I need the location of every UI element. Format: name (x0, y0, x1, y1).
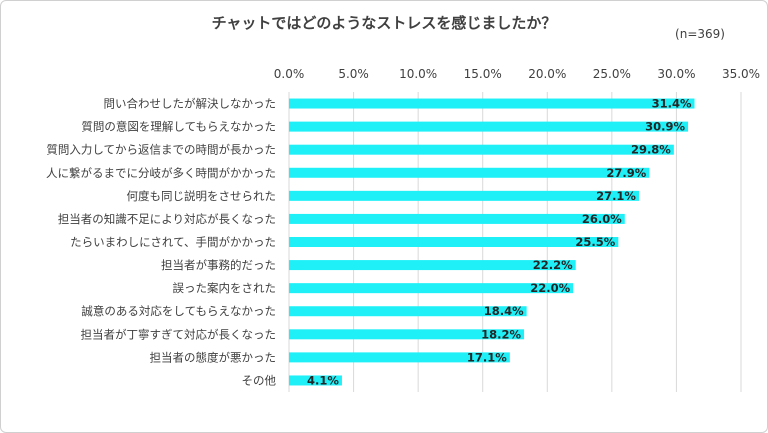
x-tick-label: 5.0% (338, 67, 369, 81)
x-tick-label: 15.0% (464, 67, 502, 81)
data-label: 22.0% (530, 281, 570, 295)
bar (289, 98, 695, 109)
bar (289, 237, 619, 247)
category-label: 人に繋がるまでに分岐が多く時間がかかった (46, 166, 276, 180)
chart-title: チャットではどのようなストレスを感じましたか？ (212, 14, 557, 32)
x-axis-ticks: 0.0% 5.0% 10.0% 15.0% 20.0% 25.0% 30.0% 35.0% (274, 67, 760, 81)
category-label: 誠意のある対応をしてもらえなかった (81, 304, 276, 318)
bars (289, 98, 695, 386)
bar (289, 190, 639, 201)
data-label: 27.1% (596, 189, 636, 203)
category-labels: 問い合わせしたが解決しなかった質問の意図を理解してもらえなかった質問入力してから… (46, 97, 276, 388)
data-label: 27.9% (606, 166, 646, 180)
data-label: 4.1% (307, 373, 339, 387)
category-label: 担当者が丁寧すぎて対応が長くなった (81, 327, 277, 341)
bar (289, 121, 689, 132)
bar (289, 306, 527, 317)
category-label: たらいまわしにされて、手間がかかった (70, 235, 276, 249)
data-label: 17.1% (467, 350, 507, 364)
category-label: その他 (242, 373, 277, 387)
bar (289, 260, 576, 271)
bar (289, 167, 650, 178)
category-label: 質問入力してから返信までの時間が長かった (46, 143, 276, 157)
bar (289, 352, 510, 363)
data-label: 30.9% (645, 120, 685, 134)
sample-size-note: (n=369) (675, 27, 725, 41)
data-label: 26.0% (582, 212, 622, 226)
category-label: 何度も同じ説明をさせられた (127, 189, 277, 203)
bar (289, 283, 574, 294)
bar (289, 213, 625, 224)
data-label: 22.2% (533, 258, 573, 272)
x-tick-label: 0.0% (274, 67, 305, 81)
x-tick-label: 20.0% (528, 67, 566, 81)
data-label: 31.4% (652, 97, 692, 111)
bar (289, 375, 342, 386)
category-label: 担当者の態度が悪かった (150, 350, 277, 364)
bar (289, 329, 525, 340)
data-labels: 31.4% 30.9% 29.8% 27.9% 27.1% 26.0% 25.5%22.2%… (307, 97, 692, 388)
data-label: 29.8% (631, 143, 671, 157)
bar (289, 144, 674, 155)
x-tick-label: 10.0% (399, 67, 437, 81)
category-label: 担当者が事務的だった (161, 258, 276, 272)
data-label: 18.2% (481, 327, 521, 341)
x-tick-label: 35.0% (722, 67, 760, 81)
category-label: 問い合わせしたが解決しなかった (104, 97, 277, 111)
category-label: 誤った案内をされた (173, 281, 277, 295)
x-tick-label: 30.0% (657, 67, 695, 81)
category-label: 担当者の知識不足により対応が長くなった (58, 212, 276, 226)
data-label: 25.5% (575, 235, 615, 249)
data-label: 18.4% (484, 304, 524, 318)
x-tick-label: 25.0% (593, 67, 631, 81)
category-label: 質問の意図を理解してもらえなかった (81, 120, 276, 134)
